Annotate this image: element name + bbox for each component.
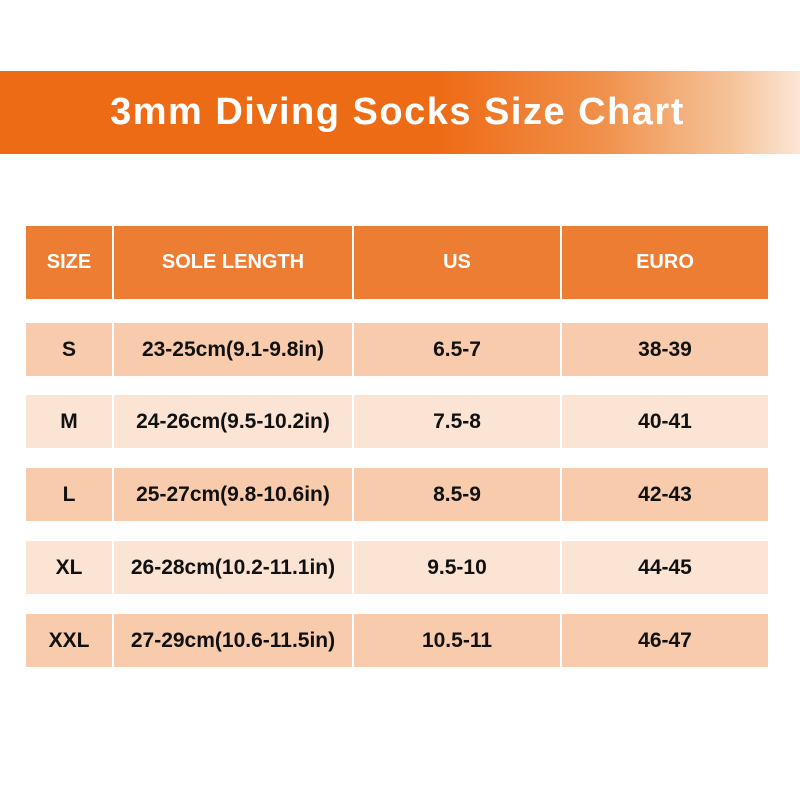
header-euro: EURO [562, 226, 768, 299]
cell-euro: 46-47 [562, 614, 768, 667]
cell-euro: 40-41 [562, 395, 768, 448]
header-size: SIZE [26, 226, 112, 299]
cell-us: 10.5-11 [354, 614, 560, 667]
table-row: L 25-27cm(9.8-10.6in) 8.5-9 42-43 [26, 468, 768, 521]
cell-us: 8.5-9 [354, 468, 560, 521]
cell-size: M [26, 395, 112, 448]
cell-sole-length: 23-25cm(9.1-9.8in) [114, 323, 352, 376]
table-row: M 24-26cm(9.5-10.2in) 7.5-8 40-41 [26, 395, 768, 448]
cell-euro: 42-43 [562, 468, 768, 521]
cell-euro: 44-45 [562, 541, 768, 594]
cell-euro: 38-39 [562, 323, 768, 376]
table-row: XL 26-28cm(10.2-11.1in) 9.5-10 44-45 [26, 541, 768, 594]
cell-size: L [26, 468, 112, 521]
cell-size: XL [26, 541, 112, 594]
title-banner: 3mm Diving Socks Size Chart [0, 71, 800, 154]
table-row: S 23-25cm(9.1-9.8in) 6.5-7 38-39 [26, 323, 768, 376]
page-title: 3mm Diving Socks Size Chart [110, 91, 685, 133]
cell-size: S [26, 323, 112, 376]
cell-us: 6.5-7 [354, 323, 560, 376]
cell-us: 9.5-10 [354, 541, 560, 594]
cell-sole-length: 24-26cm(9.5-10.2in) [114, 395, 352, 448]
header-us: US [354, 226, 560, 299]
cell-sole-length: 25-27cm(9.8-10.6in) [114, 468, 352, 521]
cell-us: 7.5-8 [354, 395, 560, 448]
cell-sole-length: 27-29cm(10.6-11.5in) [114, 614, 352, 667]
cell-sole-length: 26-28cm(10.2-11.1in) [114, 541, 352, 594]
table-header: SIZE SOLE LENGTH US EURO [26, 226, 768, 299]
header-sole-length: SOLE LENGTH [114, 226, 352, 299]
cell-size: XXL [26, 614, 112, 667]
table-row: XXL 27-29cm(10.6-11.5in) 10.5-11 46-47 [26, 614, 768, 667]
